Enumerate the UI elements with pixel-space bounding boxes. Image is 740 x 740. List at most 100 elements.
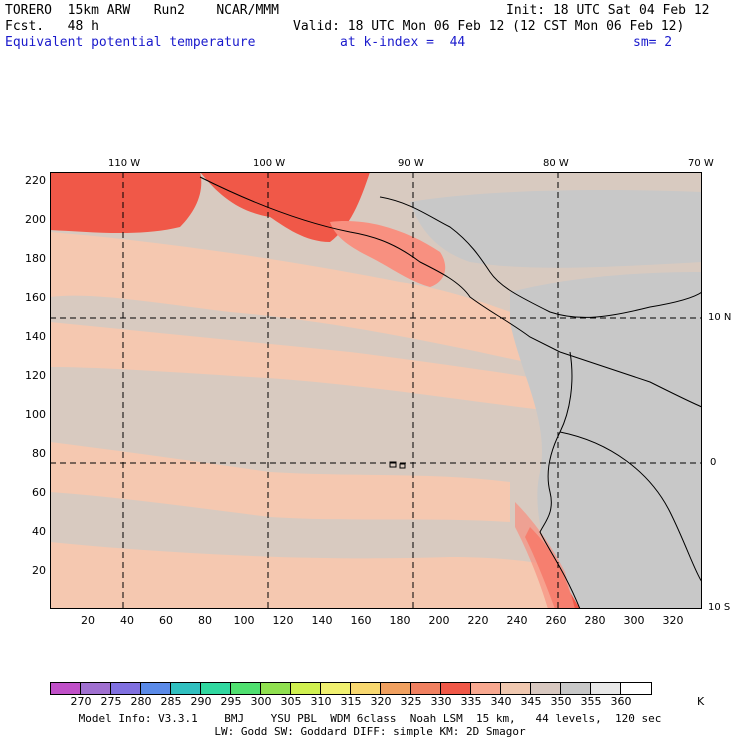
hot-region-northwest [50, 172, 202, 234]
colorbar-label: 295 [220, 695, 242, 708]
x-tick: 260 [545, 614, 567, 627]
forecast-hour: Fcst. 48 h [5, 19, 99, 34]
graticule [50, 172, 702, 609]
warm-band-center [50, 322, 560, 412]
colorbar-segment [441, 683, 471, 694]
y-tick: 60 [32, 486, 46, 499]
model-title: TORERO 15km ARW Run2 NCAR/MMM [5, 3, 279, 18]
model-info-line: Model Info: V3.3.1 BMJ YSU PBL WDM 6clas… [78, 712, 662, 725]
colorbar-label: 345 [520, 695, 542, 708]
x-tick: 280 [584, 614, 606, 627]
hot-region-mexico [200, 172, 370, 242]
country-border-colombia [559, 351, 702, 408]
map-panel [50, 172, 702, 609]
colorbar-segment [291, 683, 321, 694]
colorbar-label: 355 [580, 695, 602, 708]
x-tick: 140 [311, 614, 333, 627]
coastline-caribbean [379, 196, 702, 318]
x-tick: 220 [467, 614, 489, 627]
colorbar [50, 682, 652, 695]
x-tick: 80 [198, 614, 212, 627]
colorbar-label: 305 [280, 695, 302, 708]
colorbar-label: 310 [310, 695, 332, 708]
colorbar-segment [501, 683, 531, 694]
lat-label-equator: 0 [710, 457, 717, 468]
y-tick: 200 [25, 213, 46, 226]
colorbar-label: 340 [490, 695, 512, 708]
warm-band-south [50, 442, 510, 522]
colorbar-segment [531, 683, 561, 694]
lat-label-10s: 10 S [708, 602, 731, 613]
colorbar-segment [471, 683, 501, 694]
warm-band-north [50, 232, 570, 372]
lon-label-70w: 70 W [688, 158, 714, 169]
x-tick: 160 [350, 614, 372, 627]
colorbar-label: 280 [130, 695, 152, 708]
colorbar-segment [51, 683, 81, 694]
colorbar-label: 285 [160, 695, 182, 708]
field-name: Equivalent potential temperature [5, 35, 256, 50]
colorbar-segment [321, 683, 351, 694]
x-tick: 100 [233, 614, 255, 627]
y-tick: 120 [25, 369, 46, 382]
colorbar-segment [231, 683, 261, 694]
y-tick: 40 [32, 525, 46, 538]
cool-patch-north [410, 190, 702, 268]
lon-label-100w: 100 W [253, 158, 286, 169]
equivalent-potential-temperature-map [50, 172, 702, 609]
map-border [50, 172, 702, 609]
colorbar-segment [171, 683, 201, 694]
init-time: Init: 18 UTC Sat 04 Feb 12 [506, 3, 710, 18]
colorbar-segment [381, 683, 411, 694]
colorbar-label: 325 [400, 695, 422, 708]
x-tick: 180 [389, 614, 411, 627]
lon-label-90w: 90 W [398, 158, 424, 169]
lon-label-110w: 110 W [108, 158, 141, 169]
coastline-central-america [199, 176, 561, 353]
colorbar-label: 270 [70, 695, 92, 708]
y-tick: 160 [25, 291, 46, 304]
colorbar-label: 275 [100, 695, 122, 708]
x-tick: 320 [662, 614, 684, 627]
colorbar-label: 320 [370, 695, 392, 708]
y-tick: 180 [25, 252, 46, 265]
y-tick: 100 [25, 408, 46, 421]
warm-patch-central [330, 221, 446, 287]
colorbar-segment [591, 683, 621, 694]
colorbar-segment [411, 683, 441, 694]
x-tick: 60 [159, 614, 173, 627]
physics-info-line: LW: Godd SW: Goddard DIFF: simple KM: 2D… [214, 725, 526, 738]
galapagos-islands [389, 461, 406, 469]
country-border-andes [559, 431, 702, 583]
warm-band-bottom [50, 542, 570, 609]
x-tick: 300 [623, 614, 645, 627]
colorbar-segment [201, 683, 231, 694]
colorbar-label: 330 [430, 695, 452, 708]
colorbar-segment [261, 683, 291, 694]
colorbar-label: 300 [250, 695, 272, 708]
x-tick: 120 [272, 614, 294, 627]
x-tick: 20 [81, 614, 95, 627]
y-tick: 20 [32, 564, 46, 577]
colorbar-label: 360 [610, 695, 632, 708]
y-tick: 220 [25, 174, 46, 187]
coastline-south-america [539, 351, 581, 609]
colorbar-segment [351, 683, 381, 694]
y-tick: 140 [25, 330, 46, 343]
colorbar-segment [111, 683, 141, 694]
lon-label-80w: 80 W [543, 158, 569, 169]
colorbar-label: 335 [460, 695, 482, 708]
colorbar-segment [81, 683, 111, 694]
level-index: at k-index = 44 [340, 35, 466, 50]
colorbar-label: 315 [340, 695, 362, 708]
x-tick: 40 [120, 614, 134, 627]
colorbar-label: 290 [190, 695, 212, 708]
valid-time: Valid: 18 UTC Mon 06 Feb 12 (12 CST Mon … [293, 19, 685, 34]
colorbar-label: 350 [550, 695, 572, 708]
lat-label-10n: 10 N [708, 312, 732, 323]
colorbar-unit: K [697, 695, 705, 708]
x-tick: 240 [506, 614, 528, 627]
x-tick: 200 [428, 614, 450, 627]
warm-strip-peru [515, 502, 575, 609]
y-tick: 80 [32, 447, 46, 460]
